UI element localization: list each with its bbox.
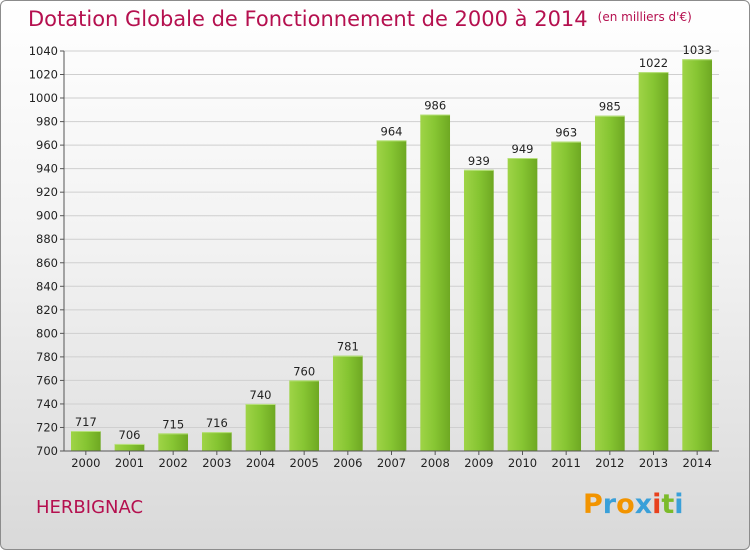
value-label-2008: 986 [424,99,446,113]
value-label-2010: 949 [512,142,534,156]
y-tick-label: 960 [36,138,58,152]
value-label-2006: 781 [337,340,359,354]
value-label-2013: 1022 [639,56,668,70]
logo-letter: x [634,489,653,520]
y-tick-label: 1040 [29,44,58,58]
value-label-2001: 706 [119,428,141,442]
y-tick-label: 700 [36,444,58,458]
value-label-2014: 1033 [683,43,712,57]
value-label-2000: 717 [75,415,97,429]
y-tick-label: 900 [36,209,58,223]
x-tick-label-2001: 2001 [115,456,144,470]
bar-2010 [507,158,538,451]
chart-title: Dotation Globale de Fonctionnement de 20… [28,7,692,31]
bar-2002 [158,433,189,451]
x-tick-label-2013: 2013 [639,456,668,470]
logo-letter: P [583,489,603,520]
logo-letter: t [661,489,675,520]
y-tick-label: 840 [36,279,58,293]
bar-2004 [245,403,276,451]
logo-letter: i [674,489,684,520]
value-label-2007: 964 [381,124,403,138]
x-tick-label-2010: 2010 [508,456,537,470]
x-tick-label-2000: 2000 [71,456,100,470]
bar-2008 [420,114,451,451]
x-tick-label-2004: 2004 [246,456,275,470]
bar-2006 [332,355,363,451]
bar-2001 [114,443,145,451]
value-label-2004: 740 [250,388,272,402]
y-tick-label: 920 [36,185,58,199]
value-label-2005: 760 [293,364,315,378]
x-tick-label-2009: 2009 [464,456,493,470]
bar-2005 [289,380,320,451]
y-tick-label: 720 [36,420,58,434]
y-tick-label: 1000 [29,91,58,105]
x-tick-label-2005: 2005 [290,456,319,470]
x-tick-label-2008: 2008 [421,456,450,470]
value-label-2009: 939 [468,154,490,168]
y-tick-label: 760 [36,373,58,387]
bar-2003 [201,432,232,451]
value-label-2002: 715 [162,417,184,431]
bar-2000 [70,431,101,451]
logo-letter: o [616,489,635,520]
bar-2007 [376,140,407,452]
value-label-2003: 716 [206,416,228,430]
chart-unit: (en milliers d'€) [597,10,692,24]
y-tick-label: 820 [36,303,58,317]
bar-2013 [638,72,669,452]
y-tick-label: 940 [36,162,58,176]
y-tick-label: 980 [36,115,58,129]
x-tick-label-2007: 2007 [377,456,406,470]
chart-title-text: Dotation Globale de Fonctionnement de 20… [28,7,588,31]
x-tick-label-2014: 2014 [683,456,712,470]
x-tick-label-2012: 2012 [595,456,624,470]
y-tick-label: 780 [36,350,58,364]
logo-letter: r [602,489,617,520]
bar-2011 [551,141,582,451]
y-tick-label: 1020 [29,68,58,82]
bar-2014 [682,59,713,452]
logo-letter: i [652,489,662,520]
x-tick-label-2011: 2011 [552,456,581,470]
y-tick-label: 880 [36,232,58,246]
proxiti-logo[interactable]: Proxiti [583,489,684,520]
y-tick-label: 740 [36,397,58,411]
x-tick-label-2002: 2002 [159,456,188,470]
value-label-2012: 985 [599,100,621,114]
bar-2012 [594,115,625,452]
value-label-2011: 963 [555,126,577,140]
y-tick-label: 800 [36,326,58,340]
x-tick-label-2006: 2006 [333,456,362,470]
commune-name: HERBIGNAC [36,497,144,518]
y-tick-label: 860 [36,256,58,270]
bar-2009 [463,169,494,451]
x-tick-label-2003: 2003 [202,456,231,470]
